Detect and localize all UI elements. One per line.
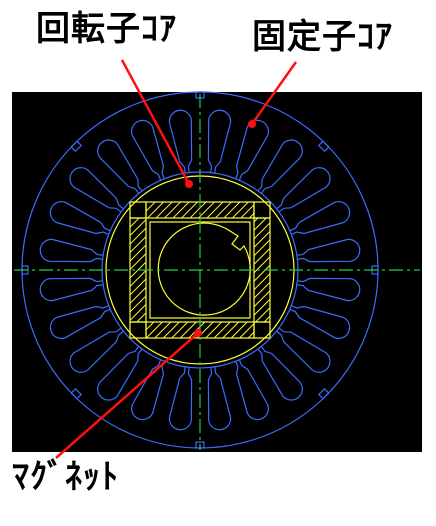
slot-outline	[289, 201, 351, 235]
drawing-background	[12, 92, 422, 452]
slot-outline	[296, 277, 361, 302]
slot-outline	[39, 277, 104, 302]
stator-slot	[207, 109, 232, 174]
notch-shape	[317, 140, 330, 153]
stator-slot	[97, 346, 143, 401]
stator-core-leader	[250, 61, 298, 125]
center-lines	[14, 94, 420, 450]
notch-shape	[70, 140, 83, 153]
slot-outline	[131, 359, 165, 421]
stator-slot	[131, 119, 165, 181]
stator-slot	[131, 359, 165, 421]
slot-outline	[235, 119, 269, 181]
stator-slot	[296, 277, 361, 302]
slot-outline	[276, 167, 331, 213]
shaft-hole	[157, 222, 251, 316]
stator-slot	[168, 366, 193, 431]
stator-slot	[49, 305, 111, 339]
leader-lines	[55, 59, 298, 459]
outer-notch	[70, 387, 83, 400]
stator-slot	[39, 238, 104, 263]
stator-slot	[296, 238, 361, 263]
stator-slot	[276, 327, 331, 373]
magnet-leader-dot	[194, 329, 202, 337]
outer-notch	[317, 140, 330, 153]
stator-slot	[276, 167, 331, 213]
slot-outline	[168, 366, 193, 431]
slot-outline	[69, 327, 124, 373]
outer-notch	[70, 140, 83, 153]
slot-outline	[257, 139, 303, 194]
rotor-core-label: 回転子ｺｱ	[36, 9, 177, 49]
magnet-label: ﾏｸﾞﾈｯﾄ	[12, 457, 119, 497]
rotor-core-leader-dot	[185, 180, 193, 188]
slot-outline	[289, 305, 351, 339]
slot-outline	[296, 238, 361, 263]
notch-shape	[317, 387, 330, 400]
stator-slot	[235, 119, 269, 181]
magnet-pocket	[129, 321, 147, 339]
outer-notch	[317, 387, 330, 400]
stator-slots	[39, 109, 361, 431]
stator-slot	[257, 139, 303, 194]
slot-outline	[69, 167, 124, 213]
stator-slot	[97, 139, 143, 194]
stator-slot	[69, 327, 124, 373]
slot-outline	[97, 139, 143, 194]
magnet-pocket	[129, 201, 147, 219]
slot-outline	[207, 366, 232, 431]
slot-outline	[49, 305, 111, 339]
slot-outline	[49, 201, 111, 235]
slot-outline	[235, 359, 269, 421]
slot-outline	[276, 327, 331, 373]
slot-outline	[168, 109, 193, 174]
stator-slot	[69, 167, 124, 213]
magnet-pocket	[253, 321, 271, 339]
stator-slot	[49, 201, 111, 235]
notch-shape	[70, 387, 83, 400]
stator-core-leader-dot	[248, 120, 256, 128]
slot-outline	[257, 346, 303, 401]
stator-slot	[235, 359, 269, 421]
rotor-core-leader	[120, 59, 191, 185]
magnet-pocket	[253, 201, 271, 219]
stator-slot	[289, 305, 351, 339]
magnet-leader	[55, 332, 199, 459]
slot-outline	[39, 238, 104, 263]
stator-slot	[257, 346, 303, 401]
slot-outline	[97, 346, 143, 401]
stator-slot	[207, 366, 232, 431]
slot-outline	[207, 109, 232, 174]
slot-outline	[131, 119, 165, 181]
stator-slot	[168, 109, 193, 174]
stator-core-label: 固定子ｺｱ	[252, 17, 393, 57]
stator-slot	[289, 201, 351, 235]
stator-slot	[39, 277, 104, 302]
